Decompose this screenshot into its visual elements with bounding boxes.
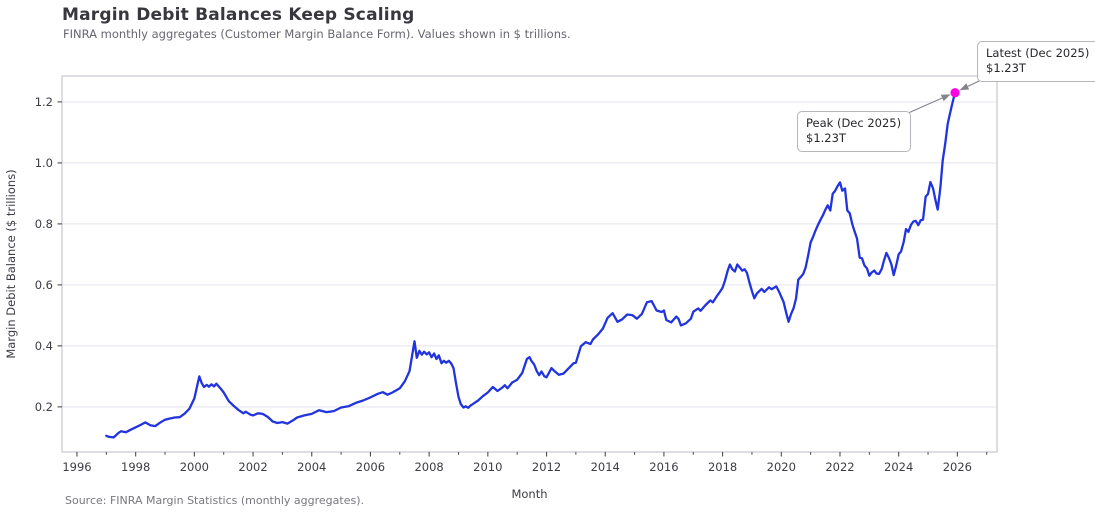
annotation-latest-value: $1.23T [986, 61, 1026, 76]
plot-border [61, 75, 998, 453]
x-tick-label: 2000 [180, 460, 209, 474]
annotation-peak-value: $1.23T [806, 131, 846, 146]
annotation-latest-label: Latest (Dec 2025) [986, 46, 1090, 60]
source-note: Source: FINRA Margin Statistics (monthly… [65, 494, 364, 507]
margin-debit-series-line [105, 91, 957, 439]
y-tick-label: 1.2 [35, 95, 53, 109]
x-tick-label: 2024 [884, 460, 913, 474]
x-tick-label: 2020 [767, 460, 796, 474]
x-tick-label: 2004 [297, 460, 326, 474]
latest-point-marker [950, 88, 960, 98]
chart-subtitle: FINRA monthly aggregates (Customer Margi… [63, 27, 571, 41]
annotation-peak-label: Peak (Dec 2025) [806, 116, 902, 130]
y-tick-label: 0.2 [35, 400, 53, 414]
y-tick-label: 1.0 [35, 156, 53, 170]
x-tick-label: 2012 [532, 460, 561, 474]
x-tick-label: 2022 [825, 460, 854, 474]
x-tick-label: 1996 [62, 460, 91, 474]
x-tick-label: 2016 [649, 460, 678, 474]
x-tick-label: 2002 [238, 460, 267, 474]
y-tick-label: 0.8 [35, 217, 53, 231]
x-axis-label: Month [511, 487, 547, 501]
chart-title: Margin Debit Balances Keep Scaling [62, 5, 415, 25]
x-tick-label: 1998 [121, 460, 150, 474]
y-axis-label: Margin Debit Balance ($ trillions) [4, 169, 18, 358]
annotation-peak: Peak (Dec 2025) $1.23T [797, 111, 912, 153]
x-tick-label: 2026 [943, 460, 972, 474]
y-tick-label: 0.4 [35, 339, 53, 353]
y-tick-label: 0.6 [35, 278, 53, 292]
x-tick-label: 2018 [708, 460, 737, 474]
annotation-latest: Latest (Dec 2025) $1.23T [977, 41, 1095, 83]
annotation-arrow-peak [905, 94, 951, 115]
x-tick-label: 2010 [473, 460, 502, 474]
x-tick-label: 2008 [414, 460, 443, 474]
x-tick-label: 2014 [591, 460, 620, 474]
x-tick-label: 2006 [356, 460, 385, 474]
